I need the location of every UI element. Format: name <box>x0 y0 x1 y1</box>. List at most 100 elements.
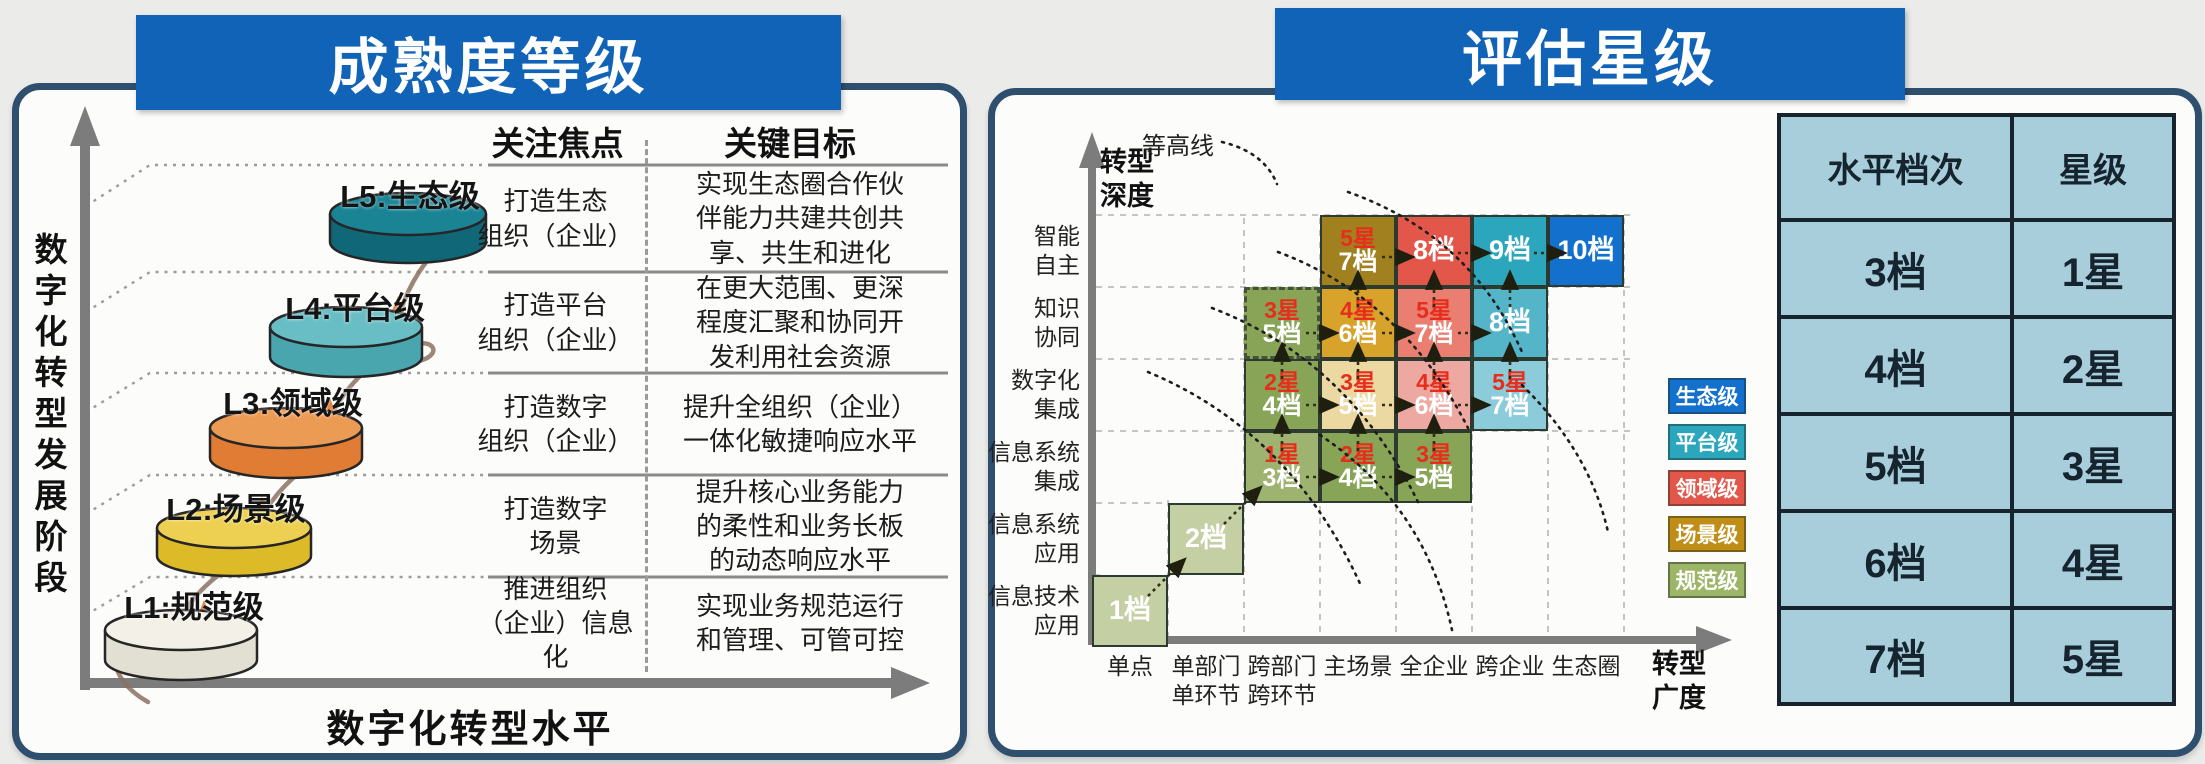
matrix-cell: 8档 <box>1472 287 1548 359</box>
legend-platform-level: 平台级 <box>1668 424 1746 460</box>
cell-grade: 6档 <box>1338 319 1378 348</box>
map-grade: 6档 <box>1779 511 2012 608</box>
grade-star-mapping-table: 水平档次 星级 3档 1星 4档 2星 5档 3星 6档 4星 7档 5星 <box>1777 113 2176 706</box>
level-label-L1: L1:规范级 <box>124 590 264 625</box>
cell-star: 2星 <box>1340 440 1376 467</box>
table-row-lines <box>488 163 948 579</box>
cell-star: 1星 <box>1264 440 1300 467</box>
ycat-infosys-application: 信息系统 应用 <box>988 511 1080 566</box>
matrix-cell: 2星 4档 <box>1244 359 1320 431</box>
x-axis-arrowhead <box>891 667 930 699</box>
matrix-cell: 2档 <box>1168 503 1244 575</box>
cell-star: 5星 <box>1492 368 1528 395</box>
right-title: 评估星级 <box>1462 25 1718 93</box>
xcat-single-dept: 单部门 单环节 <box>1171 653 1241 709</box>
goal-cell-L4: 在更大范围、更深 程度汇聚和协同开 发利用社会资源 <box>695 273 904 372</box>
focus-column-header: 关注焦点 <box>491 125 624 162</box>
cell-star: 4星 <box>1416 368 1452 395</box>
matrix-cell: 8档 <box>1396 215 1472 287</box>
cell-grade: 7档 <box>1490 391 1530 420</box>
ycat-infosys-integration: 信息系统 集成 <box>988 439 1080 494</box>
matrix-cell: 3星 5档 <box>1244 287 1320 359</box>
cell-grade: 8档 <box>1412 235 1456 266</box>
xcat-cross-dept: 跨部门 跨环节 <box>1247 653 1317 709</box>
cell-grade: 8档 <box>1488 307 1532 338</box>
level-discs <box>103 191 488 682</box>
xcat-ecosystem: 生态圈 <box>1551 653 1621 679</box>
level-label-L4: L4:平台级 <box>285 291 425 326</box>
ycat-knowledge-collaboration: 知识 协同 <box>1034 295 1080 350</box>
matrix-cell: 4星 6档 <box>1396 359 1472 431</box>
map-star: 3星 <box>2012 414 2174 511</box>
cell-grade: 4档 <box>1338 463 1378 492</box>
cell-grade: 7档 <box>1414 319 1454 348</box>
disc-L4 <box>268 305 424 379</box>
map-header-grade: 水平档次 <box>1779 115 2012 220</box>
xcat-single-point: 单点 <box>1107 653 1153 679</box>
ycat-infotech-application: 信息技术 应用 <box>988 583 1080 638</box>
disc-L5 <box>328 191 488 265</box>
cell-grade: 10档 <box>1557 235 1615 266</box>
legend-standard-level: 规范级 <box>1668 562 1746 598</box>
map-star: 2星 <box>2012 317 2174 414</box>
left-axes <box>70 106 930 699</box>
matrix-cell: 4星 6档 <box>1320 287 1396 359</box>
map-grade: 7档 <box>1779 608 2012 704</box>
left-x-axis-label: 数字化转型水平 <box>326 709 614 751</box>
breadth-axis-arrowhead <box>1696 626 1732 654</box>
map-grade: 4档 <box>1779 317 2012 414</box>
map-star: 1星 <box>2012 220 2174 317</box>
focus-cell-L4: 打造平台 组织（企业） <box>477 290 634 355</box>
focus-cell-L3: 打造数字 组织（企业） <box>477 391 634 456</box>
cell-grade: 6档 <box>1414 391 1454 420</box>
contour-line-label: 等高线 <box>1142 133 1214 160</box>
legend-ecosystem-level: 生态级 <box>1668 378 1746 414</box>
matrix-cell: 2星 4档 <box>1320 431 1396 503</box>
goal-cell-L5: 实现生态圈合作伙 伴能力共建共创共 享、共生和进化 <box>695 169 904 268</box>
table-column-divider <box>645 140 648 672</box>
map-header-star: 星级 <box>2012 115 2174 220</box>
cell-grade: 5档 <box>1262 319 1302 348</box>
cell-star: 3星 <box>1340 368 1376 395</box>
cell-grade: 5档 <box>1338 391 1378 420</box>
left-title-bar: 成熟度等级 <box>136 15 841 110</box>
depth-axis-arrowhead <box>1079 132 1105 168</box>
focus-cell-L5: 打造生态 组织（企业） <box>477 186 634 251</box>
xcat-main-scenario: 主场景 <box>1323 653 1393 679</box>
ycat-digital-integration: 数字化 集成 <box>1011 367 1080 422</box>
cell-grade: 2档 <box>1184 523 1228 554</box>
xcat-cross-enterprise: 跨企业 <box>1475 653 1545 679</box>
cell-grade: 1档 <box>1108 595 1152 626</box>
goal-cell-L2: 提升核心业务能力 的柔性和业务长板 的动态响应水平 <box>695 476 904 576</box>
cell-grade: 4档 <box>1262 391 1302 420</box>
left-title: 成熟度等级 <box>328 34 649 101</box>
goal-cell-L1: 实现业务规范运行 和管理、可管可控 <box>695 590 904 655</box>
matrix-cell: 3星 5档 <box>1320 359 1396 431</box>
ycat-intelligent-autonomy: 智能 自主 <box>1034 223 1080 278</box>
level-label-L3: L3:领域级 <box>223 386 363 421</box>
cell-star: 4星 <box>1340 296 1376 323</box>
matrix-cell: 1星 3档 <box>1244 431 1320 503</box>
disc-L3 <box>208 406 364 480</box>
right-title-bar: 评估星级 <box>1275 8 1905 100</box>
legend-scenario-level: 场景级 <box>1668 516 1746 552</box>
map-star: 5星 <box>2012 608 2174 704</box>
cell-grade: 9档 <box>1488 235 1532 266</box>
cell-star: 5星 <box>1340 224 1376 251</box>
right-x-axis-label: 转型 广度 <box>1652 649 1706 713</box>
matrix-cell: 9档 <box>1472 215 1548 287</box>
xcat-whole-enterprise: 全企业 <box>1399 653 1469 679</box>
map-star: 4星 <box>2012 511 2174 608</box>
right-y-axis-label: 转型 深度 <box>1100 147 1154 211</box>
cell-star: 3星 <box>1416 440 1452 467</box>
map-grade: 5档 <box>1779 414 2012 511</box>
level-label-L5: L5:生态级 <box>340 179 480 214</box>
matrix-cell: 5星 7档 <box>1396 287 1472 359</box>
cell-star: 5星 <box>1416 296 1452 323</box>
cell-grade: 7档 <box>1338 247 1378 276</box>
matrix-cell: 5星 7档 <box>1320 215 1396 287</box>
map-grade: 3档 <box>1779 220 2012 317</box>
left-y-axis-label: 数字化转型发展阶段 <box>30 232 67 601</box>
